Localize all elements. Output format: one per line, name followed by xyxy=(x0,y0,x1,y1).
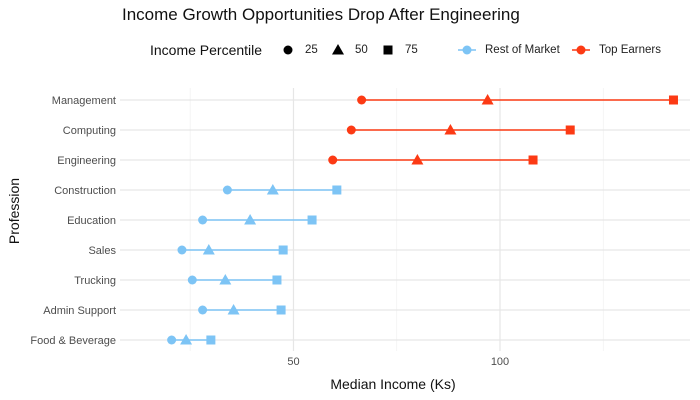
legend-key-75 xyxy=(383,45,393,55)
y-tick-label-construction: Construction xyxy=(54,185,116,197)
point-education-p50 xyxy=(244,214,257,225)
point-trucking-p50 xyxy=(219,274,232,285)
row-education xyxy=(198,214,317,225)
y-tick-label-management: Management xyxy=(52,95,116,107)
legend-title-percentile: Income Percentile xyxy=(150,42,263,58)
legend-label-50: 50 xyxy=(355,44,368,56)
x-tick-label: 100 xyxy=(491,356,509,368)
legend-key-rest-of-market xyxy=(458,45,476,55)
point-admin-support-p75 xyxy=(276,305,286,315)
y-tick-label-sales: Sales xyxy=(88,245,116,257)
point-engineering-p25 xyxy=(328,155,338,165)
y-tick-label-food-and-beverage: Food & Beverage xyxy=(30,335,116,347)
x-tick-label: 50 xyxy=(287,356,299,368)
point-trucking-p25 xyxy=(187,275,197,285)
legend-key-25 xyxy=(283,45,293,55)
point-construction-p75 xyxy=(332,185,342,195)
legend-label-rest-of-market: Rest of Market xyxy=(485,44,560,56)
y-tick-label-trucking: Trucking xyxy=(74,275,116,287)
point-sales-p50 xyxy=(202,244,215,255)
legend-key-50 xyxy=(332,44,344,55)
point-management-p25 xyxy=(357,95,367,105)
row-sales xyxy=(177,244,288,255)
row-admin-support xyxy=(198,304,286,315)
point-engineering-p75 xyxy=(528,155,538,165)
point-food-and-beverage-p25 xyxy=(167,335,177,345)
legend-label-top-earners: Top Earners xyxy=(599,44,662,56)
point-admin-support-p25 xyxy=(198,305,208,315)
row-trucking xyxy=(187,274,282,285)
row-computing xyxy=(346,124,575,135)
point-construction-p50 xyxy=(266,184,279,195)
point-food-and-beverage-p75 xyxy=(206,335,216,345)
point-admin-support-p50 xyxy=(227,304,240,315)
row-food-and-beverage xyxy=(167,334,216,345)
point-education-p75 xyxy=(307,215,317,225)
point-management-p75 xyxy=(668,95,678,105)
point-computing-p25 xyxy=(346,125,356,135)
y-tick-label-engineering: Engineering xyxy=(57,155,116,167)
y-tick-label-computing: Computing xyxy=(63,125,116,137)
point-computing-p50 xyxy=(444,124,457,135)
legend-key-top-earners xyxy=(572,45,590,55)
point-engineering-p50 xyxy=(411,154,424,165)
row-construction xyxy=(222,184,342,195)
row-engineering xyxy=(328,154,538,165)
point-management-p50 xyxy=(481,94,494,105)
row-management xyxy=(357,94,678,105)
point-construction-p25 xyxy=(222,185,232,195)
point-food-and-beverage-p50 xyxy=(180,334,193,345)
legend xyxy=(283,44,590,55)
point-computing-p75 xyxy=(565,125,575,135)
y-tick-label-education: Education xyxy=(67,215,116,227)
point-sales-p25 xyxy=(177,245,187,255)
point-education-p25 xyxy=(198,215,208,225)
point-sales-p75 xyxy=(278,245,288,255)
x-axis-label: Median Income (Ks) xyxy=(330,376,456,392)
legend-label-25: 25 xyxy=(305,44,318,56)
y-tick-label-admin-support: Admin Support xyxy=(43,305,116,317)
point-trucking-p75 xyxy=(272,275,282,285)
chart-title: Income Growth Opportunities Drop After E… xyxy=(122,5,520,24)
y-axis-label: Profession xyxy=(6,177,22,245)
legend-label-75: 75 xyxy=(405,44,418,56)
